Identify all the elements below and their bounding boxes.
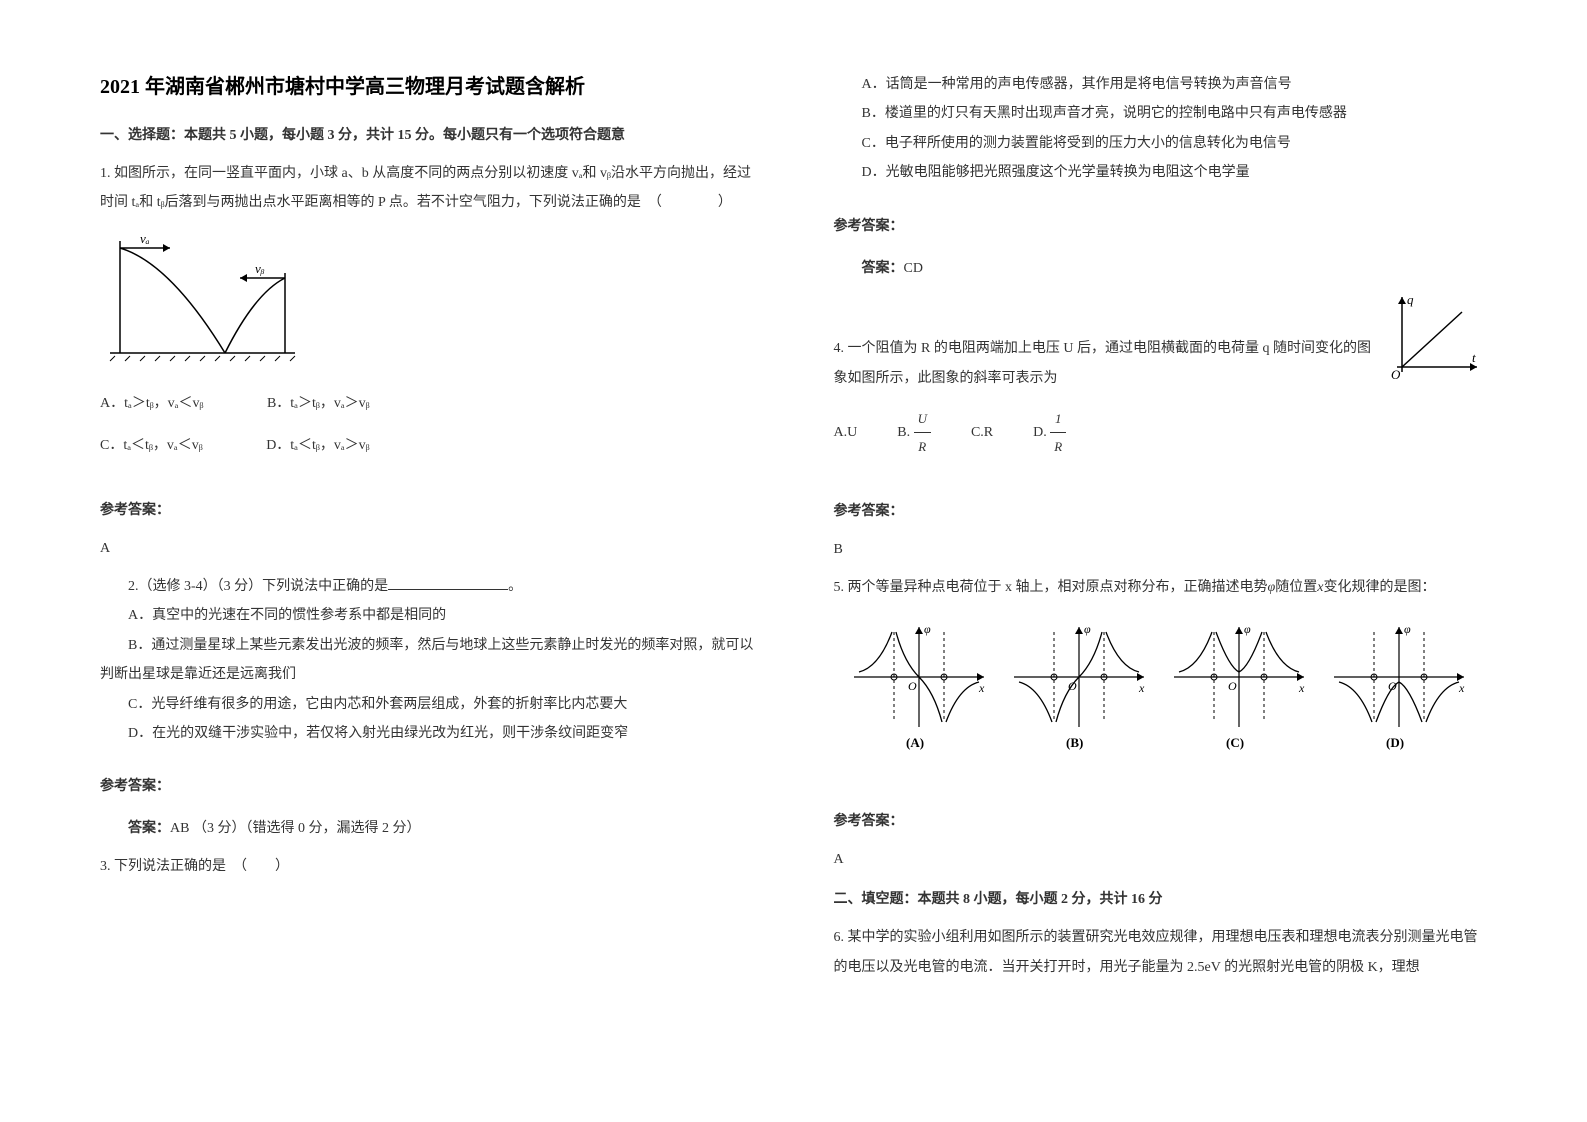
- q5-pre: 5. 两个等量异种点电荷位于 x 轴上，相对原点对称分布，正确描述电势: [834, 580, 1268, 595]
- q4-o-label: O: [1391, 367, 1401, 382]
- q2-optC: C．光导纤维有很多的用途，它由内芯和外套两层组成，外套的折射率比内芯要大: [100, 690, 754, 719]
- q5b-phi: φ: [1084, 622, 1091, 636]
- question-2: 2.（选修 3-4）（3 分）下列说法中正确的是 。 A．真空中的光速在不同的惯性…: [100, 572, 754, 748]
- q4-optB: B. U R: [897, 405, 931, 461]
- q4-optD: D. 1 R: [1033, 405, 1066, 461]
- q1-answer: A: [100, 541, 754, 557]
- q5-label-c: (C): [1226, 735, 1244, 750]
- q5d-phi: φ: [1404, 622, 1411, 636]
- q4-optB-prefix: B.: [897, 425, 910, 440]
- q1-diagram: vₐ vᵦ: [100, 233, 754, 374]
- q2-optB: B．通过测量星球上某些元素发出光波的频率，然后与地球上这些元素静止时发光的频率对…: [100, 631, 754, 690]
- q3-optD: D．光敏电阻能够把光照强度这个光学量转换为电阻这个电学量: [834, 158, 1488, 187]
- q5c-phi: φ: [1244, 622, 1251, 636]
- q2-text: 2.（选修 3-4）（3 分）下列说法中正确的是 。: [100, 572, 754, 601]
- question-3-options: A．话筒是一种常用的声电传感器，其作用是将电信号转换为声音信号 B．楼道里的灯只…: [834, 70, 1488, 188]
- page-title: 2021 年湖南省郴州市塘村中学高三物理月考试题含解析: [100, 70, 754, 99]
- question-1: 1. 如图所示，在同一竖直平面内，小球 a、b 从高度不同的两点分别以初速度 v…: [100, 159, 754, 472]
- q4-diagram: q t O: [1377, 292, 1487, 393]
- question-6: 6. 某中学的实验小组利用如图所示的装置研究光电效应规律，用理想电压表和理想电流…: [834, 923, 1488, 982]
- q4-options: A.U B. U R C.R D. 1 R: [834, 405, 1488, 461]
- q3-text: 3. 下列说法正确的是 （ ）: [100, 852, 754, 881]
- q5-diagram: φ x O (A) φ: [834, 617, 1488, 768]
- q1-optD: D．tₐ＜tᵦ，vₐ＞vᵦ: [266, 431, 369, 460]
- q5-text: 5. 两个等量异种点电荷位于 x 轴上，相对原点对称分布，正确描述电势φ随位置x…: [834, 573, 1488, 602]
- q4-optC: C.R: [971, 418, 993, 447]
- q4-frac1-num: U: [914, 405, 931, 433]
- left-column: 2021 年湖南省郴州市塘村中学高三物理月考试题含解析 一、选择题：本题共 5 …: [100, 70, 754, 1052]
- q1-optC: C．tₐ＜tᵦ，vₐ＜vᵦ: [100, 431, 203, 460]
- q5a-x: x: [978, 681, 985, 695]
- q4-frac2-num: 1: [1050, 405, 1066, 433]
- q5a-phi: φ: [924, 622, 931, 636]
- q2-answer-prefix: 答案：: [128, 821, 170, 836]
- q2-optB-text: B．通过测量星球上某些元素发出光波的频率，然后与地球上这些元素静止时发光的频率对…: [100, 631, 754, 690]
- q1-optA: A．tₐ＞tᵦ，vₐ＜vᵦ: [100, 389, 203, 418]
- q3-answer-text: CD: [904, 261, 923, 276]
- q2-optD: D．在光的双缝干涉实验中，若仅将入射光由绿光改为红光，则干涉条纹间距变窄: [100, 719, 754, 748]
- q4-frac2-den: R: [1050, 433, 1066, 460]
- q3-answer-heading: 参考答案：: [834, 215, 1488, 235]
- q4-answer-heading: 参考答案：: [834, 500, 1488, 520]
- q1-answer-heading: 参考答案：: [100, 499, 754, 519]
- q4-optA: A.U: [834, 418, 858, 447]
- q3-optB: B．楼道里的灯只有天黑时出现声音才亮，说明它的控制电路中只有声电传感器: [834, 99, 1488, 128]
- q2-blank: [388, 576, 508, 590]
- q2-text-content: 2.（选修 3-4）（3 分）下列说法中正确的是: [128, 579, 388, 594]
- q2-suffix: 。: [508, 579, 522, 594]
- q5-label-d: (D): [1386, 735, 1404, 750]
- question-5: 5. 两个等量异种点电荷位于 x 轴上，相对原点对称分布，正确描述电势 φ 随位置 x…: [834, 573, 1488, 784]
- q5b-o: O: [1068, 679, 1077, 693]
- q1-optB: B．tₐ＞tᵦ，vₐ＞vᵦ: [267, 389, 370, 418]
- q4-frac2: 1 R: [1050, 405, 1066, 461]
- q2-answer-text: AB （3 分）（错选得 0 分，漏选得 2 分）: [170, 821, 420, 836]
- q5d-o: O: [1388, 679, 1397, 693]
- q4-frac1-den: R: [914, 433, 931, 460]
- q1-text: 1. 如图所示，在同一竖直平面内，小球 a、b 从高度不同的两点分别以初速度 v…: [100, 159, 754, 218]
- q2-optA: A．真空中的光速在不同的惯性参考系中都是相同的: [100, 601, 754, 630]
- q4-optD-prefix: D.: [1033, 425, 1047, 440]
- q5b-x: x: [1138, 681, 1145, 695]
- q3-optA: A．话筒是一种常用的声电传感器，其作用是将电信号转换为声音信号: [834, 70, 1488, 99]
- q5-mid: 随位置: [1275, 580, 1317, 595]
- section-1-heading: 一、选择题：本题共 5 小题，每小题 3 分，共计 15 分。每小题只有一个选项…: [100, 124, 754, 144]
- q4-answer: B: [834, 542, 1488, 558]
- q5c-o: O: [1228, 679, 1237, 693]
- va-label: vₐ: [140, 233, 150, 246]
- q4-t-label: t: [1472, 350, 1476, 365]
- q2-answer: 答案：AB （3 分）（错选得 0 分，漏选得 2 分）: [100, 817, 754, 837]
- right-column: A．话筒是一种常用的声电传感器，其作用是将电信号转换为声音信号 B．楼道里的灯只…: [834, 70, 1488, 1052]
- q5-label-a: (A): [906, 735, 924, 750]
- question-4: 4. 一个阻值为 R 的电阻两端加上电压 U 后，通过电阻横截面的电荷量 q 随…: [834, 292, 1488, 473]
- q1-options-row1: A．tₐ＞tᵦ，vₐ＜vᵦ B．tₐ＞tᵦ，vₐ＞vᵦ: [100, 389, 754, 418]
- q3-optC: C．电子秤所使用的测力装置能将受到的压力大小的信息转化为电信号: [834, 129, 1488, 158]
- q5c-x: x: [1298, 681, 1305, 695]
- q3-answer: 答案：CD: [834, 257, 1488, 277]
- q4-q-label: q: [1407, 292, 1414, 307]
- q5-post: 变化规律的是图：: [1323, 580, 1435, 595]
- q4-frac1: U R: [914, 405, 931, 461]
- q3-answer-prefix: 答案：: [862, 261, 904, 276]
- q6-text: 6. 某中学的实验小组利用如图所示的装置研究光电效应规律，用理想电压表和理想电流…: [834, 923, 1488, 982]
- q5d-x: x: [1458, 681, 1465, 695]
- q2-answer-heading: 参考答案：: [100, 775, 754, 795]
- q5a-o: O: [908, 679, 917, 693]
- q5-answer: A: [834, 852, 1488, 868]
- section-2-heading: 二、填空题：本题共 8 小题，每小题 2 分，共计 16 分: [834, 888, 1488, 908]
- q1-options-row2: C．tₐ＜tᵦ，vₐ＜vᵦ D．tₐ＜tᵦ，vₐ＞vᵦ: [100, 431, 754, 460]
- q5-label-b: (B): [1066, 735, 1083, 750]
- q5-answer-heading: 参考答案：: [834, 810, 1488, 830]
- vb-label: vᵦ: [255, 261, 265, 276]
- q4-text: 4. 一个阻值为 R 的电阻两端加上电压 U 后，通过电阻横截面的电荷量 q 随…: [834, 334, 1372, 393]
